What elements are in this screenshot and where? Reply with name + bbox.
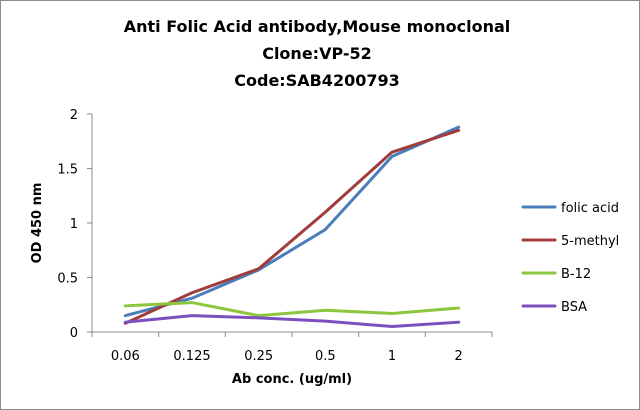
y-axis-title: OD 450 nm [30,183,45,264]
x-axis-title: Ab conc. (ug/ml) [232,372,352,387]
x-axis-ticks: 0.06 0.125 0.25 0.5 1 2 [91,332,493,364]
legend: folic acid 5-methyl B-12 BSA [521,201,619,315]
y-tick-label: 1.5 [57,163,78,178]
y-tick-label: 1 [70,217,78,232]
series-line-b-12 [123,301,461,318]
title-line-2: Clone:VP-52 [262,44,372,63]
title-line-3: Code:SAB4200793 [234,71,399,90]
x-tick-label: 2 [455,349,463,364]
x-tick-label: 0.5 [315,349,336,364]
title-line-1: Anti Folic Acid antibody,Mouse monoclona… [124,17,511,36]
y-tick-label: 0 [70,326,78,341]
x-tick-label: 1 [388,349,396,364]
x-tick-label: 0.06 [111,349,140,364]
y-axis-ticks: 0 0.5 1 1.5 2 [57,108,92,341]
chart-title: Anti Folic Acid antibody,Mouse monoclona… [124,17,511,90]
series-lines [123,125,461,329]
y-tick-label: 0.5 [57,272,78,287]
legend-label-b-12: B-12 [561,267,591,282]
legend-label-folic-acid: folic acid [561,201,619,216]
series-line-folic-acid [123,125,461,318]
y-tick-label: 2 [70,108,78,123]
legend-label-bsa: BSA [561,300,587,315]
series-line-5-methyl [123,128,461,325]
x-tick-label: 0.125 [173,349,210,364]
series-line-bsa [123,314,461,329]
legend-label-5-methyl: 5-methyl [561,234,619,249]
x-tick-label: 0.25 [244,349,273,364]
axes: 0 0.5 1 1.5 2 0.06 0.125 0.25 0.5 1 2 [57,108,493,364]
